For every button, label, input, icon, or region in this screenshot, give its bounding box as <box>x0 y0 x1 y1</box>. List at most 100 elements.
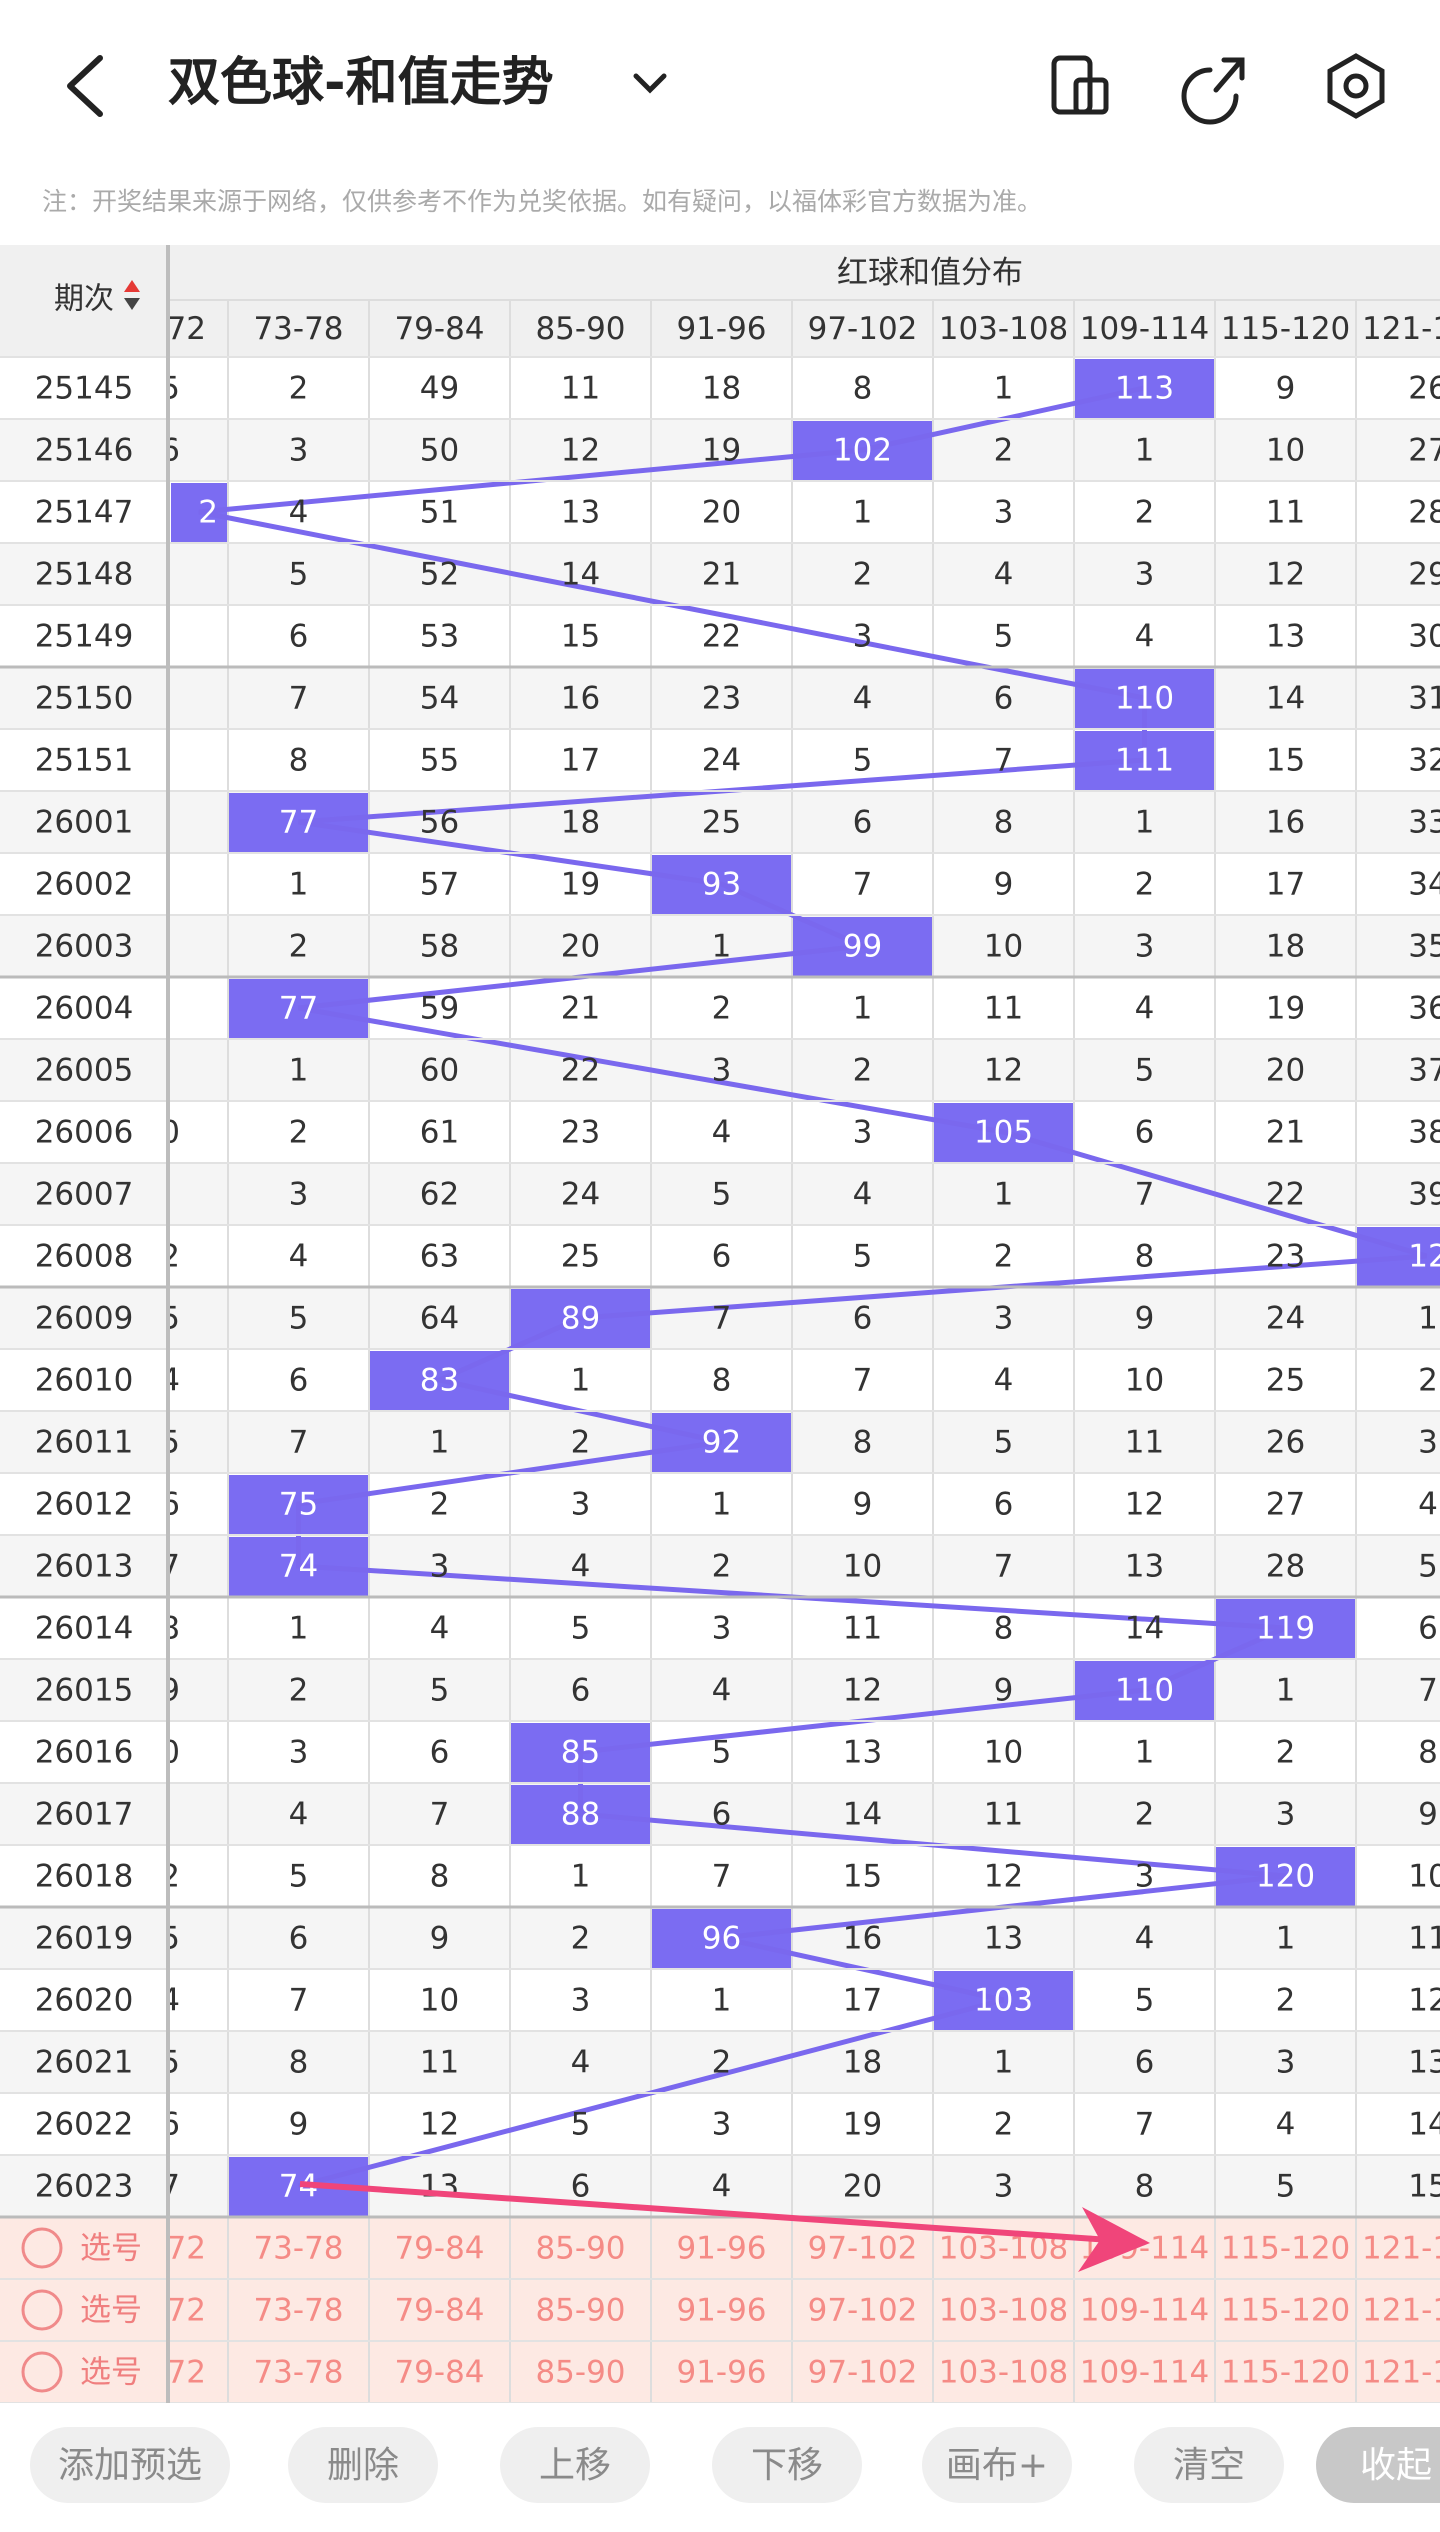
phone-icon[interactable] <box>1051 55 1109 115</box>
pick-option[interactable]: 103-108 <box>939 2293 1069 2329</box>
miss-value: 10 <box>984 1735 1023 1771</box>
page-title: 双色球-和值走势 <box>168 53 554 113</box>
miss-value: 4 <box>160 1983 180 2019</box>
button-bg[interactable] <box>500 2427 650 2503</box>
miss-value: 8 <box>853 1425 873 1461</box>
sort-icon[interactable] <box>124 280 140 292</box>
button-bg[interactable] <box>1316 2427 1440 2503</box>
pick-option[interactable]: 73-78 <box>253 2293 343 2329</box>
miss-value: 59 <box>420 991 459 1027</box>
miss-value: 19 <box>1266 991 1305 1027</box>
pick-option[interactable]: 91-96 <box>676 2355 766 2391</box>
miss-value: 18 <box>561 805 600 841</box>
column-header: 85-90 <box>535 311 625 347</box>
pick-option[interactable]: 97-102 <box>808 2355 918 2391</box>
pick-option[interactable]: 85-90 <box>535 2355 625 2391</box>
pick-option[interactable]: 97-102 <box>808 2231 918 2267</box>
miss-value: 1 <box>430 1425 450 1461</box>
pick-option[interactable]: 109-114 <box>1080 2355 1210 2391</box>
button-label[interactable]: 收起 <box>1360 2445 1432 2486</box>
pick-option[interactable]: 115-120 <box>1221 2355 1351 2391</box>
period: 26014 <box>35 1611 134 1647</box>
button-bg[interactable] <box>712 2427 862 2503</box>
button-label[interactable]: 上移 <box>539 2445 611 2486</box>
button-label[interactable]: 添加预选 <box>58 2445 202 2486</box>
miss-value: 2 <box>712 2045 732 2081</box>
pick-option[interactable]: 72 <box>167 2355 206 2391</box>
period: 26001 <box>35 805 134 841</box>
miss-value: 5 <box>571 1611 591 1647</box>
miss-value: 16 <box>561 681 600 717</box>
miss-value: 3 <box>994 495 1014 531</box>
button-bg[interactable] <box>1134 2427 1284 2503</box>
miss-value: 1 <box>994 2045 1014 2081</box>
miss-value: 5 <box>994 1425 1014 1461</box>
pick-option[interactable]: 79-84 <box>394 2231 484 2267</box>
hit-value: 110 <box>1115 681 1174 717</box>
miss-value: 8 <box>289 743 309 779</box>
miss-value: 4 <box>160 1363 180 1399</box>
pick-option[interactable]: 109-114 <box>1080 2293 1210 2329</box>
miss-value: 5 <box>160 371 180 407</box>
pick-option[interactable]: 115-120 <box>1221 2231 1351 2267</box>
pick-option[interactable]: 72 <box>167 2231 206 2267</box>
pick-option[interactable]: 115-120 <box>1221 2293 1351 2329</box>
button-bg[interactable] <box>288 2427 438 2503</box>
pick-option[interactable]: 85-90 <box>535 2231 625 2267</box>
pick-option[interactable]: 121-1 <box>1362 2231 1440 2267</box>
miss-value: 2 <box>1276 1983 1296 2019</box>
miss-value: 12 <box>561 433 600 469</box>
miss-value: 5 <box>994 619 1014 655</box>
miss-value: 6 <box>1418 1611 1438 1647</box>
button-label[interactable]: 清空 <box>1173 2445 1245 2486</box>
miss-value: 8 <box>994 1611 1014 1647</box>
miss-value: 2 <box>1418 1363 1438 1399</box>
hit-value: 111 <box>1115 743 1174 779</box>
pick-option[interactable]: 85-90 <box>535 2293 625 2329</box>
back-button[interactable] <box>67 55 103 117</box>
share-icon[interactable] <box>1181 57 1245 125</box>
title-dropdown[interactable] <box>633 73 667 94</box>
pick-option[interactable]: 79-84 <box>394 2293 484 2329</box>
miss-value: 3 <box>571 1983 591 2019</box>
pick-radio[interactable] <box>21 2227 63 2269</box>
button-label[interactable]: 下移 <box>751 2445 823 2486</box>
pick-option[interactable]: 73-78 <box>253 2231 343 2267</box>
button-bg[interactable] <box>30 2427 230 2503</box>
miss-value: 14 <box>1266 681 1305 717</box>
pick-option[interactable]: 91-96 <box>676 2231 766 2267</box>
miss-value: 8 <box>160 1611 180 1647</box>
miss-value: 20 <box>1266 1053 1305 1089</box>
button-label[interactable]: 删除 <box>327 2445 399 2486</box>
pick-option[interactable]: 72 <box>167 2293 206 2329</box>
miss-value: 50 <box>420 433 459 469</box>
settings-icon[interactable] <box>1327 53 1385 119</box>
period: 25150 <box>35 681 134 717</box>
pick-option[interactable]: 121-1 <box>1362 2355 1440 2391</box>
pick-option[interactable]: 97-102 <box>808 2293 918 2329</box>
button-label[interactable]: 画布+ <box>946 2445 1048 2486</box>
miss-value: 28 <box>1266 1549 1305 1585</box>
sort-icon[interactable] <box>124 298 140 310</box>
pick-option[interactable]: 73-78 <box>253 2355 343 2391</box>
miss-value: 10 <box>420 1983 459 2019</box>
pick-option[interactable]: 103-108 <box>939 2355 1069 2391</box>
miss-value: 7 <box>160 2169 180 2205</box>
pick-radio[interactable] <box>21 2289 63 2331</box>
miss-value: 10 <box>984 929 1023 965</box>
pick-radio[interactable] <box>21 2351 63 2393</box>
miss-value: 7 <box>1418 1673 1438 1709</box>
miss-value: 6 <box>289 619 309 655</box>
pick-option[interactable]: 121-1 <box>1362 2293 1440 2329</box>
pick-option[interactable]: 91-96 <box>676 2293 766 2329</box>
miss-value: 34 <box>1408 867 1440 903</box>
miss-value: 38 <box>1408 1115 1440 1151</box>
miss-value: 2 <box>994 2107 1014 2143</box>
miss-value: 16 <box>843 1921 882 1957</box>
miss-value: 15 <box>1408 2169 1440 2205</box>
miss-value: 2 <box>289 1115 309 1151</box>
pick-option[interactable]: 79-84 <box>394 2355 484 2391</box>
button-bg[interactable] <box>922 2427 1072 2503</box>
row-stripe <box>0 915 1440 977</box>
miss-value: 1 <box>1135 433 1155 469</box>
